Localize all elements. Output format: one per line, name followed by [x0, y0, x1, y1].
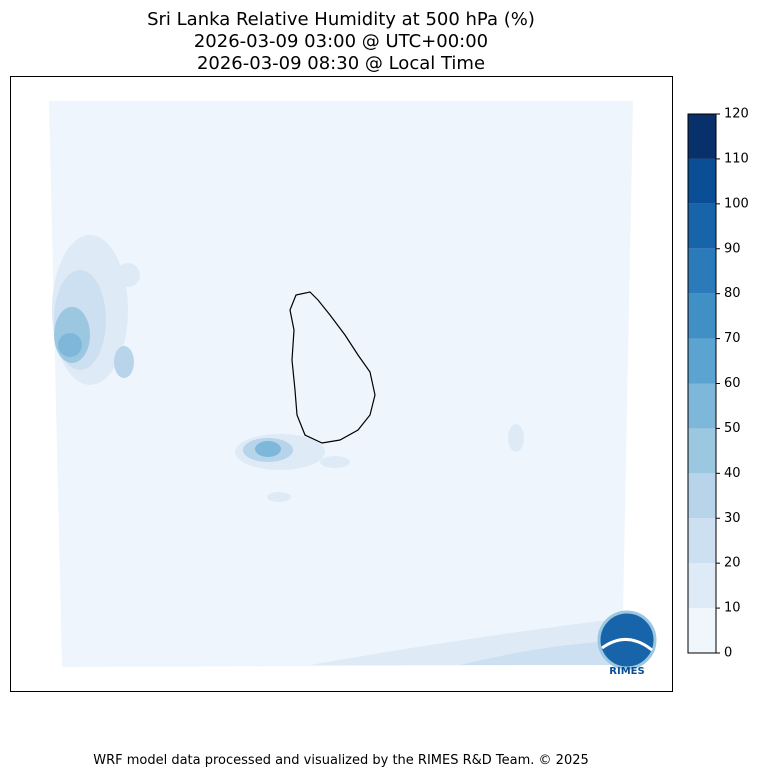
contour [255, 441, 281, 457]
footer: WRF model data processed and visualized … [93, 753, 589, 768]
data-domain [49, 101, 633, 667]
contour [116, 263, 140, 287]
colorbar-tick-label: 60 [724, 376, 741, 391]
colorbar-tick-label: 90 [724, 241, 741, 256]
colorbar-tick-label: 70 [724, 331, 741, 346]
title-line: 2026-03-09 03:00 @ UTC+00:00 [194, 31, 488, 52]
colorbar-band [688, 518, 716, 564]
colorbar-band [688, 563, 716, 609]
colorbar-tick-label: 40 [724, 466, 741, 481]
colorbar-band [688, 114, 716, 159]
colorbar-band [688, 338, 716, 384]
colorbar-tick-label: 110 [724, 151, 749, 166]
contour [460, 640, 622, 665]
colorbar-tick-label: 0 [724, 646, 732, 661]
colorbar-band [688, 608, 716, 653]
colorbar-band [688, 383, 716, 429]
colorbar-band [688, 248, 716, 294]
contour [508, 424, 524, 452]
colorbar-tick-label: 10 [724, 601, 741, 616]
title-line: 2026-03-09 08:30 @ Local Time [197, 53, 485, 74]
colorbar-tick-label: 80 [724, 286, 741, 301]
contour [320, 456, 350, 468]
contour [267, 492, 291, 502]
contour [58, 333, 82, 357]
map: RIMES [10, 76, 673, 692]
logo-wave [601, 638, 653, 652]
colorbar-band [688, 473, 716, 519]
colorbar-tick-label: 100 [724, 196, 749, 211]
colorbar-tick-label: 120 [724, 107, 749, 122]
colorbar: 0 10 20 30 40 50 60 70 80 90 100 110 120 [687, 107, 749, 661]
colorbar-band [688, 293, 716, 339]
contour [114, 346, 134, 378]
colorbar-band [688, 428, 716, 474]
title-line: Sri Lanka Relative Humidity at 500 hPa (… [147, 9, 535, 30]
colorbar-tick-label: 20 [724, 556, 741, 571]
colorbar-band [688, 158, 716, 204]
logo-text: RIMES [609, 666, 644, 677]
coastline [289, 291, 376, 444]
colorbar-band [688, 203, 716, 249]
colorbar-tick-label: 50 [724, 421, 741, 436]
colorbar-tick-label: 30 [724, 511, 741, 526]
